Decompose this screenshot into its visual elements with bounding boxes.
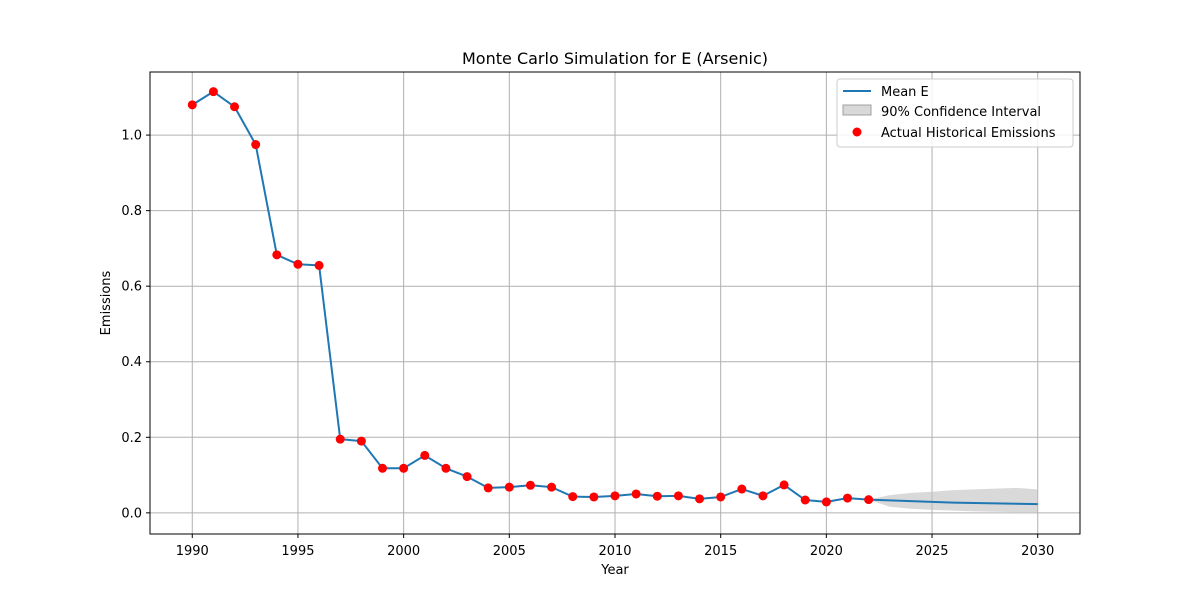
actual-emission-point [208,87,218,97]
actual-emission-point [187,100,197,110]
actual-emission-point [864,495,874,505]
actual-emission-point [652,491,662,501]
y-axis-ticks: 0.0 0.2 0.4 0.6 0.8 1.0 [121,129,150,521]
confidence-interval-area [868,487,1038,513]
x-tick-label: 2005 [493,544,526,559]
legend-ci-label: 90% Confidence Interval [881,105,1041,120]
actual-emission-point [610,491,620,501]
actual-emission-point [737,484,747,494]
chart-title: Monte Carlo Simulation for E (Arsenic) [462,49,768,68]
actual-emission-point [695,494,705,504]
actual-emission-point [420,450,430,460]
actual-emission-point [314,260,324,270]
legend-mean-label: Mean E [881,85,929,100]
legend-actual-swatch [852,127,862,137]
x-tick-label: 1995 [281,544,314,559]
confidence-interval-band [868,487,1038,513]
x-axis-title: Year [600,563,629,578]
x-tick-label: 2010 [598,544,631,559]
y-tick-label: 0.6 [121,280,142,295]
actual-emission-point [504,482,514,492]
actual-emission-point [293,259,303,269]
y-tick-label: 0.8 [121,204,142,219]
actual-emission-point [462,472,472,482]
actual-emission-point [483,483,493,493]
actual-emission-point [779,480,789,490]
legend: Mean E 90% Confidence Interval Actual Hi… [836,78,1074,148]
actual-emission-point [631,489,641,499]
x-tick-label: 2000 [387,544,420,559]
actual-emission-point [758,491,768,501]
actual-emission-point [399,463,409,473]
actual-emission-point [547,482,557,492]
actual-emission-point [251,140,261,150]
x-axis-ticks: 1990 1995 2000 2005 2010 2015 2020 2025 2030 [176,534,1054,559]
y-tick-label: 0.4 [121,355,142,370]
actual-emission-point [272,250,282,260]
legend-actual-label: Actual Historical Emissions [881,126,1056,141]
x-tick-label: 2015 [704,544,737,559]
y-tick-label: 1.0 [121,129,142,144]
actual-emission-point [843,493,852,503]
actual-emission-point [378,463,387,473]
grid [150,72,1080,534]
actual-emission-point [356,436,366,446]
y-tick-label: 0.0 [121,506,142,521]
actual-emission-point [800,495,810,505]
actual-emission-point [821,497,831,507]
x-tick-label: 2030 [1021,544,1054,559]
legend-ci-swatch [842,104,872,116]
actual-emission-point [441,463,451,473]
legend-box [836,78,1074,148]
y-axis-title: Emissions [99,270,114,335]
actual-emission-point [673,491,683,501]
actual-emission-point [568,492,578,502]
actual-emission-point [589,492,599,502]
actual-points-layer [187,87,874,507]
x-tick-label: 1990 [176,544,209,559]
x-tick-label: 2020 [810,544,843,559]
actual-emission-point [335,434,345,444]
x-tick-label: 2025 [915,544,948,559]
y-tick-label: 0.2 [121,431,142,446]
actual-emission-point [716,492,726,502]
actual-emission-point [230,102,240,112]
actual-emission-point [525,480,535,490]
